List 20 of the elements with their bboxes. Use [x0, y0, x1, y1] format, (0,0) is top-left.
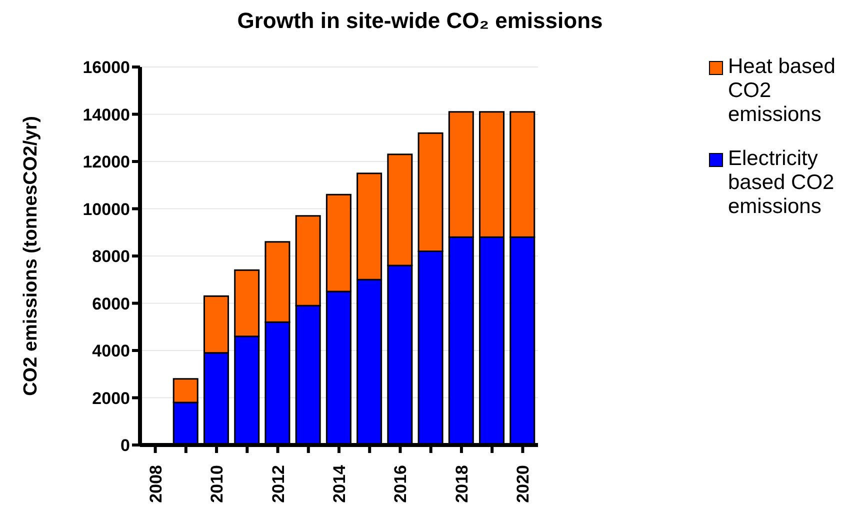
y-tick-label: 4000	[92, 342, 130, 361]
x-tick-label: 2014	[330, 464, 349, 503]
y-tick-label: 8000	[92, 247, 130, 266]
y-tick-label: 16000	[82, 58, 130, 78]
legend-label: Heat based CO2 emissions	[728, 55, 836, 127]
chart-title: Growth in site-wide CO₂ emissions	[236, 8, 604, 34]
x-tick-label: 2020	[514, 465, 533, 503]
x-tick-label: 2018	[452, 465, 472, 503]
y-axis-title: CO2 emissions (tonnesCO2/yr)	[20, 116, 42, 396]
legend-label: Electricity based CO2 emissions	[728, 147, 836, 219]
x-tick-label: 2016	[391, 465, 410, 503]
y-tick-label: 0	[120, 436, 130, 456]
y-tick-label: 10000	[82, 200, 130, 219]
x-tick-label: 2012	[268, 465, 288, 503]
x-tick-label: 2008	[146, 465, 166, 503]
x-tick-label: 2010	[208, 465, 227, 503]
y-tick-label: 6000	[92, 294, 130, 314]
y-tick-label: 12000	[82, 152, 130, 172]
y-tick-label: 14000	[82, 105, 130, 124]
y-tick-label: 2000	[92, 388, 130, 408]
